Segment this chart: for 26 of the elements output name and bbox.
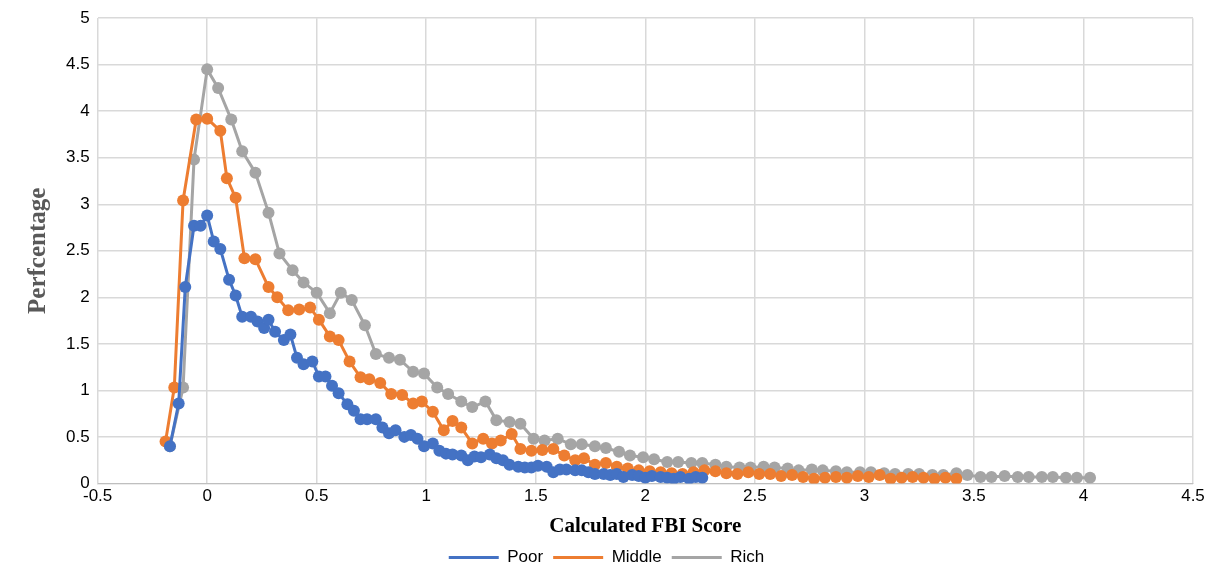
y-tick-label: 2.5: [65, 240, 90, 260]
x-tick-label: 2: [640, 486, 651, 506]
y-axis-title: Perfcentage: [23, 187, 51, 314]
y-tick-label: 1: [80, 380, 90, 400]
x-tick-label: 0: [202, 486, 212, 506]
x-tick-label: 3.5: [962, 486, 986, 506]
x-axis-title: Calculated FBI Score: [549, 512, 742, 537]
y-tick-label: 4: [80, 100, 90, 120]
y-tick-label: 4.5: [65, 54, 90, 74]
legend-label: Rich: [730, 547, 765, 567]
x-tick-label: 4.5: [1181, 486, 1205, 506]
x-tick-label: 3: [859, 486, 870, 506]
x-tick-label: 0.5: [304, 486, 329, 506]
y-tick-label: 5: [80, 7, 90, 27]
y-tick-label: 0: [80, 473, 90, 493]
y-tick-label: 0.5: [65, 426, 90, 446]
y-tick-label: 2: [80, 287, 90, 307]
x-tick-label: 4: [1078, 486, 1089, 506]
y-tick-label: 3: [80, 193, 90, 213]
x-tick-label: 2.5: [743, 486, 767, 506]
x-tick-label: 1.5: [523, 486, 548, 506]
x-tick-label: 1: [421, 486, 431, 506]
y-tick-label: 3.5: [65, 147, 90, 167]
legend-label: Poor: [507, 547, 544, 567]
legend-label: Middle: [611, 547, 662, 567]
y-tick-label: 1.5: [65, 333, 90, 353]
